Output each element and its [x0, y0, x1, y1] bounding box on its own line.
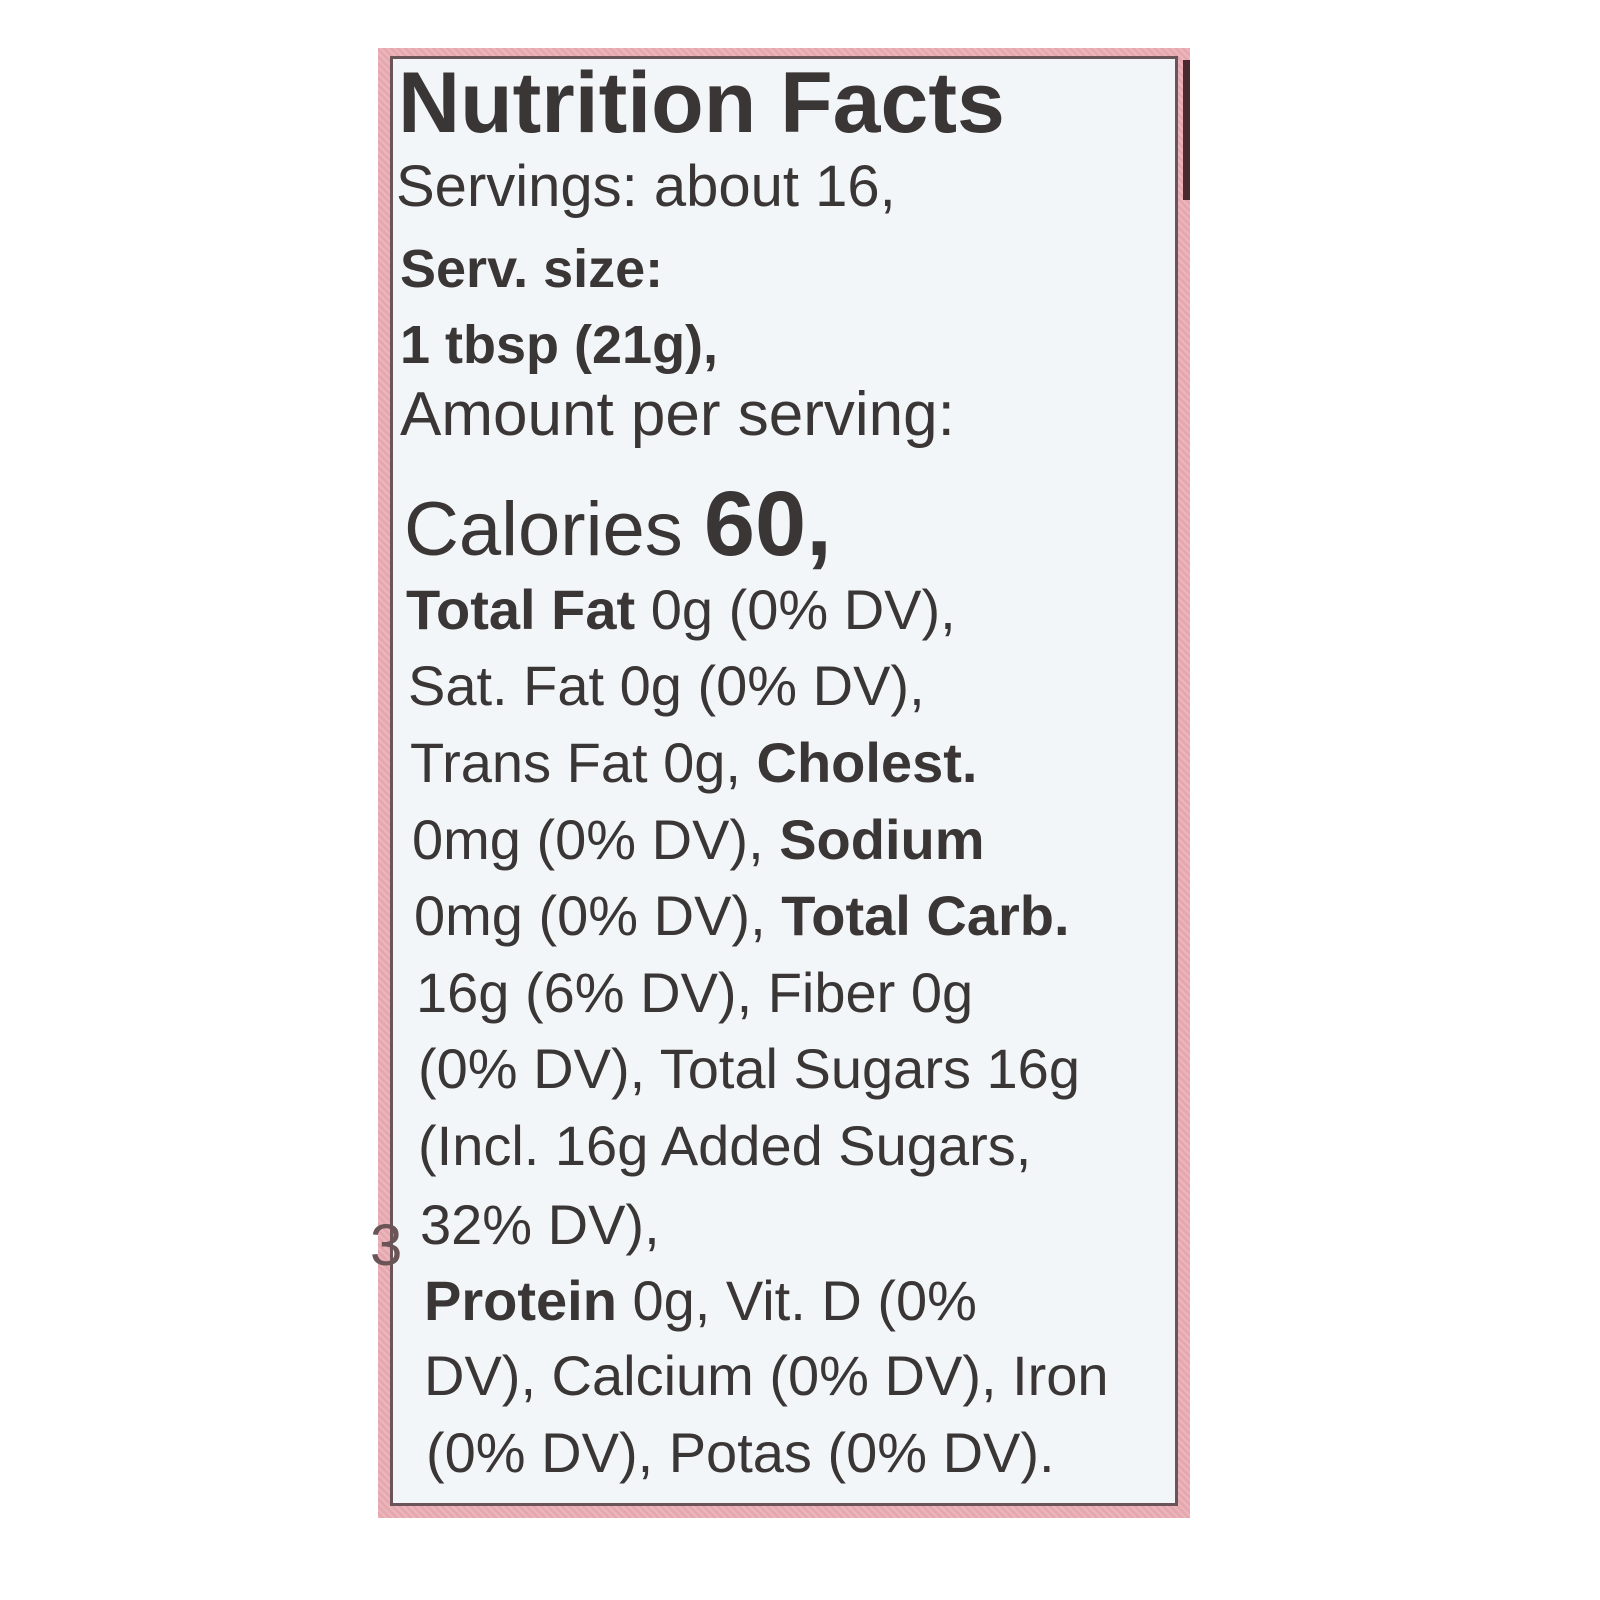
label-segment: 32% DV), [420, 1193, 660, 1256]
label-segment: 1 tbsp (21g), [400, 315, 719, 375]
label-line: Sat. Fat 0g (0% DV), [408, 658, 925, 714]
label-line: 1 tbsp (21g), [400, 318, 718, 372]
label-line: DV), Calcium (0% DV), Iron [424, 1348, 1109, 1404]
label-segment: Nutrition Facts [398, 55, 1005, 151]
label-line: (0% DV), Total Sugars 16g [418, 1041, 1080, 1097]
label-line: 16g (6% DV), Fiber 0g [416, 965, 973, 1021]
label-line: (Incl. 16g Added Sugars, [418, 1118, 1031, 1174]
label-line: 32% DV), [420, 1197, 660, 1253]
label-segment: 60, [703, 473, 832, 575]
label-line: Protein 0g, Vit. D (0% [424, 1273, 977, 1329]
label-segment: 16g (6% DV), Fiber 0g [416, 961, 974, 1024]
label-line: Calories 60, [404, 478, 832, 570]
label-segment: Trans Fat 0g, [410, 731, 741, 794]
label-segment: (Incl. 16g Added Sugars, [418, 1114, 1032, 1177]
label-line: Nutrition Facts [398, 60, 1005, 146]
label-segment: Sat. Fat 0g (0% DV), [408, 654, 925, 717]
label-line: Amount per serving: [400, 384, 955, 446]
label-line: (0% DV), Potas (0% DV). [426, 1425, 1055, 1481]
label-line: Total Fat 0g (0% DV), [406, 582, 956, 638]
edge-fragment: 3 [370, 1213, 403, 1278]
label-segment: Calories [404, 487, 683, 572]
label-segment: Amount per serving: [400, 380, 955, 449]
label-segment: 0g (0% DV), [650, 578, 956, 641]
label-line: 0mg (0% DV), Sodium [412, 812, 985, 868]
label-line: Serv. size: [400, 242, 663, 296]
label-segment: (0% DV), Potas (0% DV). [426, 1421, 1055, 1484]
label-line: Servings: about 16, [396, 158, 896, 216]
label-line: Trans Fat 0g, Cholest. [410, 735, 977, 791]
label-segment: Cholest. [756, 731, 978, 794]
label-panel [390, 56, 1178, 1506]
label-segment: 0mg (0% DV), [412, 808, 764, 871]
label-segment: Total Carb. [781, 884, 1070, 947]
label-segment: 0g, Vit. D (0% [632, 1269, 977, 1332]
label-segment: Total Fat [406, 578, 636, 641]
label-segment: DV), Calcium (0% DV), Iron [424, 1344, 1109, 1407]
label-segment: Servings: about 16, [396, 154, 896, 219]
package-edge [1183, 60, 1190, 200]
label-segment: (0% DV), Total Sugars 16g [418, 1037, 1080, 1100]
label-segment: 0mg (0% DV), [414, 884, 766, 947]
label-segment: Sodium [779, 808, 985, 871]
label-line: 0mg (0% DV), Total Carb. [414, 888, 1070, 944]
label-segment: Protein [424, 1269, 617, 1332]
label-segment: Serv. size: [400, 239, 664, 299]
